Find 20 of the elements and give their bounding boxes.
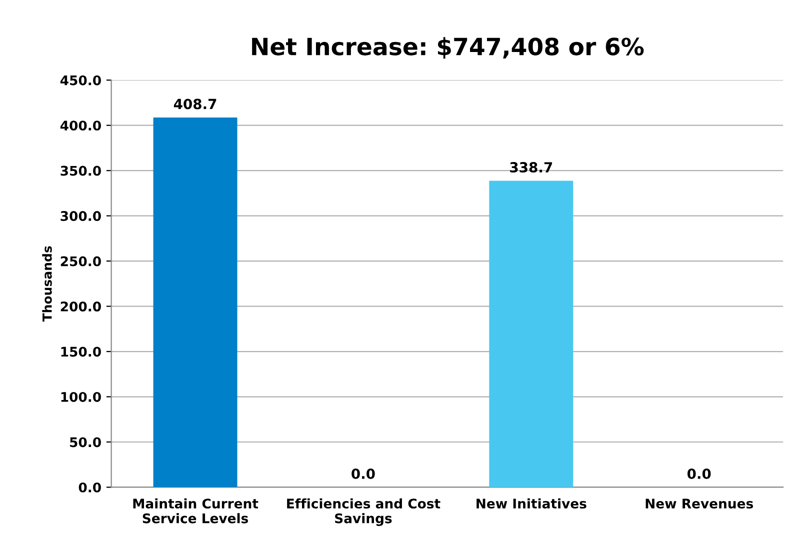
y-tick-label: 200.0 — [60, 302, 101, 312]
chart-title: Net Increase: $747,408 or 6% — [252, 37, 644, 59]
x-tick-label: New Initiatives — [476, 498, 586, 509]
y-axis-title: Thousands — [42, 246, 52, 322]
y-tick-label: 50.0 — [70, 437, 101, 448]
y-tick-label: 0.0 — [78, 482, 101, 492]
y-tick-label: 400.0 — [60, 120, 101, 131]
y-tick-label: 350.0 — [60, 166, 101, 176]
x-tick-label: New Revenues — [646, 498, 753, 509]
data-label: 0.0 — [687, 468, 711, 479]
data-label: 0.0 — [352, 468, 375, 479]
data-label: 408.7 — [174, 98, 216, 110]
x-tick-label: Maintain Current Service Levels — [133, 498, 258, 524]
data-label: 338.7 — [510, 162, 552, 173]
y-tick-label: 300.0 — [60, 211, 101, 222]
x-tick-label: Efficiencies and Cost Savings — [287, 498, 440, 526]
y-tick-label: 100.0 — [61, 392, 101, 402]
y-tick-label: 250.0 — [60, 256, 101, 266]
y-tick-label: 150.0 — [61, 346, 101, 357]
y-tick-label: 450.0 — [60, 75, 101, 86]
